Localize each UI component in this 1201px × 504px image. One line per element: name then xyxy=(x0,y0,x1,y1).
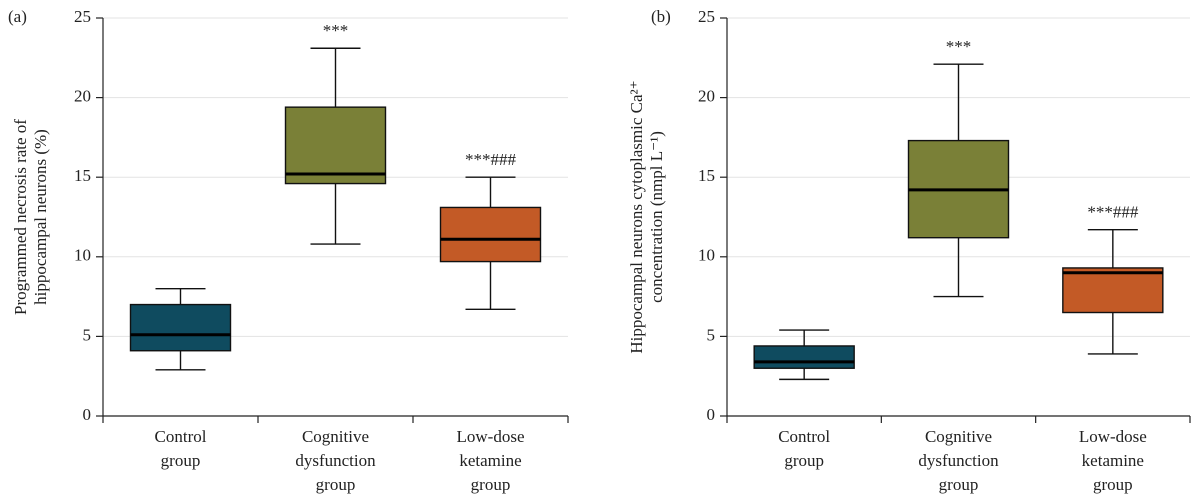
x-tick-label: Cognitive xyxy=(302,427,369,446)
y-axis-label-line: Programmed necrosis rate of xyxy=(11,119,30,315)
y-tick-label: 5 xyxy=(707,325,716,344)
y-tick-label: 15 xyxy=(74,166,91,185)
x-tick-label: dysfunction xyxy=(295,451,376,470)
box xyxy=(1062,267,1164,314)
x-tick-label: dysfunction xyxy=(918,451,999,470)
x-tick-label: group xyxy=(939,475,979,494)
y-tick-label: 0 xyxy=(83,405,92,424)
box xyxy=(439,206,542,263)
y-axis-label: Hippocampal neurons cytoplasmic Ca²⁺ conc… xyxy=(627,80,666,353)
y-tick-label: 15 xyxy=(698,166,715,185)
panel-label: (a) xyxy=(8,7,27,26)
significance-label: *** xyxy=(323,21,349,40)
y-tick-label: 20 xyxy=(74,87,91,106)
y-axis-label: Programmed necrosis rate of hippocampal n… xyxy=(11,119,50,315)
panel-label: (b) xyxy=(651,7,671,26)
box xyxy=(284,106,387,185)
box xyxy=(753,345,855,369)
x-tick-label: ketamine xyxy=(1082,451,1144,470)
y-axis-label-line: Hippocampal neurons cytoplasmic Ca²⁺ xyxy=(627,80,646,353)
x-tick-label: Control xyxy=(778,427,830,446)
y-tick-label: 25 xyxy=(698,7,715,26)
x-tick-label: group xyxy=(1093,475,1133,494)
y-tick-label: 20 xyxy=(698,87,715,106)
x-tick-label: group xyxy=(161,451,201,470)
y-tick-label: 10 xyxy=(74,246,91,265)
x-tick-label: group xyxy=(784,451,824,470)
significance-label: ***### xyxy=(465,150,517,169)
x-tick-label: Low-dose xyxy=(1079,427,1147,446)
x-tick-label: Low-dose xyxy=(457,427,525,446)
x-tick-label: group xyxy=(471,475,511,494)
y-axis-label-line: concentration (nmpl L⁻¹) xyxy=(647,131,666,303)
box xyxy=(129,303,232,352)
significance-label: ***### xyxy=(1087,203,1139,222)
x-tick-label: ketamine xyxy=(459,451,521,470)
x-tick-label: Control xyxy=(155,427,207,446)
y-tick-label: 0 xyxy=(707,405,716,424)
y-tick-label: 25 xyxy=(74,7,91,26)
x-tick-label: group xyxy=(316,475,356,494)
x-tick-label: Cognitive xyxy=(925,427,992,446)
significance-label: *** xyxy=(946,37,972,56)
y-tick-label: 5 xyxy=(83,325,92,344)
y-tick-label: 10 xyxy=(698,246,715,265)
y-axis-label-line: hippocampal neurons (%) xyxy=(31,129,50,305)
